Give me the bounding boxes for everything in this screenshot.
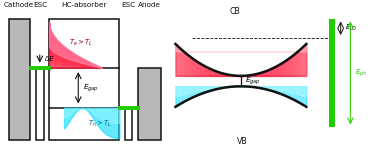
Text: ESC: ESC [33, 2, 47, 8]
Text: Anode: Anode [138, 2, 161, 8]
Text: CB: CB [230, 7, 241, 16]
Text: $T_e$$>$$T_L$: $T_e$$>$$T_L$ [69, 38, 93, 48]
Text: $T_h$$>$$T_L$: $T_h$$>$$T_L$ [88, 119, 112, 129]
Text: $E_{gap}$: $E_{gap}$ [83, 82, 99, 93]
Bar [138, 68, 161, 140]
Bar [330, 19, 335, 127]
Bar [125, 108, 132, 140]
Bar [36, 68, 44, 140]
Text: $\delta E$: $\delta E$ [44, 54, 55, 63]
Text: $E_{ph}$: $E_{ph}$ [355, 67, 367, 79]
Text: $E_{gap}$: $E_{gap}$ [245, 75, 261, 87]
Bar [118, 106, 140, 110]
Text: $E_{LO}$: $E_{LO}$ [345, 23, 358, 33]
Text: VB: VB [237, 137, 248, 146]
Bar [29, 66, 51, 70]
Text: HC-absorber: HC-absorber [61, 2, 107, 8]
Bar [49, 19, 119, 68]
Text: Cathode: Cathode [4, 2, 34, 8]
Text: ESC: ESC [122, 2, 136, 8]
Bar [9, 19, 30, 140]
Bar [49, 108, 119, 140]
